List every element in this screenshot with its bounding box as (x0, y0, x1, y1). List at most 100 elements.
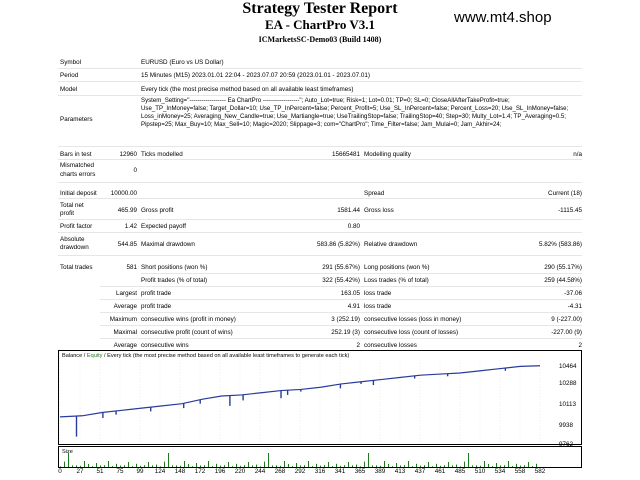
volume-bar (156, 464, 157, 467)
volume-bar (88, 464, 89, 467)
legend-equity: Equity (86, 353, 103, 359)
volume-bar (448, 462, 449, 467)
volume-bar (416, 463, 417, 467)
volume-bar (232, 466, 233, 467)
volume-bar (260, 466, 261, 467)
trades-value: 581 (126, 264, 137, 271)
volume-bar (508, 461, 509, 467)
volume-bar (400, 465, 401, 467)
bars-value: 12960 (119, 151, 137, 158)
volume-bar (184, 461, 185, 467)
ticks-value: 15665481 (331, 151, 360, 158)
volume-bar (420, 465, 421, 467)
period-label: Period (60, 72, 79, 79)
acl-label: consecutive losses (364, 342, 417, 349)
mcl-value: 9 (-227.00) (551, 316, 582, 323)
model-label: Model (60, 86, 78, 93)
spread-label: Spread (364, 190, 385, 197)
mismatch-value: 0 (133, 167, 137, 174)
volume-bar (408, 461, 409, 467)
volume-bar (60, 466, 61, 467)
volume-bar (140, 465, 141, 467)
mcw-value: 3 (252.19) (331, 316, 360, 323)
volume-bar (108, 461, 109, 467)
spread-value: Current (18) (548, 190, 582, 197)
x-tick-label: 365 (354, 468, 366, 475)
volume-bar (348, 462, 349, 467)
volume-bar (256, 464, 257, 467)
watermark: www.mt4.shop (454, 9, 552, 26)
volume-bar (488, 464, 489, 467)
volume-bar (204, 465, 205, 467)
volume-bar (396, 463, 397, 467)
grossprofit-label: Gross profit (141, 207, 174, 214)
netprofit-label-2: profit (60, 210, 74, 217)
chart-legend: Balance / Equity / Every tick (the most … (62, 353, 349, 361)
pf-label: Profit factor (60, 223, 93, 230)
volume-bar (520, 465, 521, 467)
deposit-label: Initial deposit (60, 190, 97, 197)
x-tick-label: 341 (334, 468, 346, 475)
volume-bar (528, 462, 529, 467)
x-tick-label: 75 (116, 468, 124, 475)
volume-bar (104, 465, 105, 467)
volume-bar (76, 465, 77, 467)
volume-bar (360, 466, 361, 467)
reldd-label: Relative drawdown (364, 241, 418, 248)
y-tick-label: 10113 (559, 401, 577, 408)
x-tick-label: 437 (414, 468, 426, 475)
volume-bar (324, 465, 325, 467)
maximal-label: Maximal (113, 329, 137, 336)
volume-bar (120, 465, 121, 467)
volume-bar (168, 453, 169, 467)
volume-bar (224, 465, 225, 467)
volume-bar (432, 466, 433, 467)
volume-bar (504, 465, 505, 467)
volume-bar (480, 465, 481, 467)
volume-bar (172, 465, 173, 467)
apt-label: profit trade (141, 303, 172, 310)
volume-bar (72, 465, 73, 467)
absdd-value: 544.85 (117, 241, 137, 248)
volume-bar (364, 461, 365, 467)
volume-bar (84, 461, 85, 467)
volume-bar (252, 465, 253, 467)
apt-value: 4.91 (347, 303, 360, 310)
volume-bar (388, 464, 389, 467)
volume-bar (196, 463, 197, 467)
volume-bar (160, 466, 161, 467)
volume-bar (192, 466, 193, 467)
grossprofit-value: 1581.44 (337, 207, 360, 214)
mxcw-value: 252.19 (3) (331, 329, 360, 336)
x-tick-label: 558 (514, 468, 526, 475)
volume-bar (372, 465, 373, 467)
volume-bar (212, 466, 213, 467)
volume-bar (380, 465, 381, 467)
volume-bar (164, 461, 165, 467)
volume-bar (312, 466, 313, 467)
x-tick-label: 124 (154, 468, 166, 475)
volume-bar (356, 464, 357, 467)
volume-bar (268, 453, 269, 467)
mxcl-value: -227.00 (9) (551, 329, 582, 336)
acw-label: consecutive wins (141, 342, 189, 349)
x-tick-label: 0 (58, 468, 62, 475)
volume-bar (64, 461, 65, 467)
payoff-value: 0.80 (347, 223, 360, 230)
x-tick-label: 413 (394, 468, 406, 475)
volume-bar (276, 465, 277, 467)
x-tick-label: 196 (214, 468, 226, 475)
llt-label: loss trade (364, 290, 392, 297)
volume-bar (316, 463, 317, 467)
mcw-label: consecutive wins (profit in money) (141, 316, 236, 323)
volume-bar (328, 462, 329, 467)
trades-label: Total trades (60, 264, 93, 271)
legend-sep: / (82, 353, 87, 359)
x-tick-label: 148 (174, 468, 186, 475)
mismatch-label-2: charts errors (60, 171, 96, 178)
volume-bar (236, 463, 237, 467)
volume-bar (524, 465, 525, 467)
volume-bar (188, 464, 189, 467)
volume-bar (284, 461, 285, 467)
volume-bar (220, 465, 221, 467)
